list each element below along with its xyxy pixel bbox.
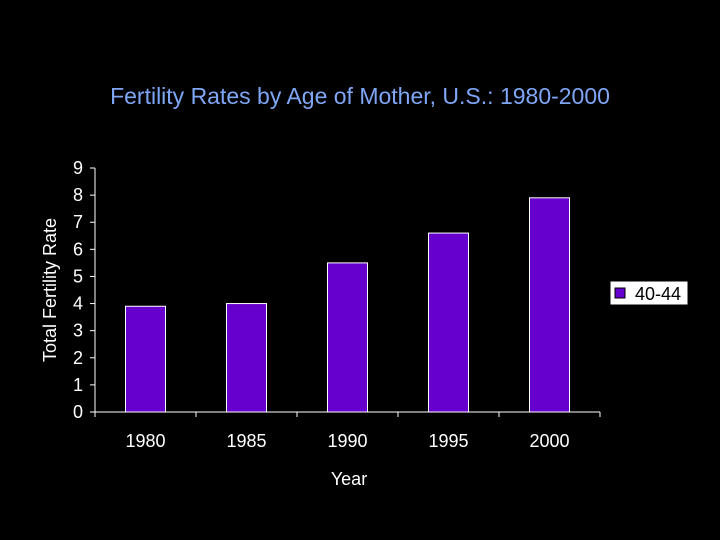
chart-title: Fertility Rates by Age of Mother, U.S.: … bbox=[110, 83, 610, 109]
y-tick-label: 6 bbox=[73, 239, 83, 259]
legend-box bbox=[609, 280, 689, 306]
y-tick-label: 2 bbox=[73, 348, 83, 368]
y-tick-label: 3 bbox=[73, 321, 83, 341]
bar-2000 bbox=[529, 197, 570, 413]
bar-1990 bbox=[327, 262, 368, 413]
y-tick-label: 5 bbox=[73, 266, 83, 286]
x-axis-title: Year bbox=[331, 469, 367, 489]
x-tick-label: 2000 bbox=[529, 431, 569, 451]
legend: 40-44 bbox=[609, 280, 689, 306]
bar-1985 bbox=[226, 303, 267, 413]
legend-swatch bbox=[614, 287, 626, 299]
y-tick-label: 9 bbox=[73, 158, 83, 178]
bar-1995 bbox=[428, 232, 469, 413]
y-tick-label: 4 bbox=[73, 294, 83, 314]
y-tick-label: 1 bbox=[73, 375, 83, 395]
y-tick-label: 8 bbox=[73, 185, 83, 205]
y-tick-label: 7 bbox=[73, 212, 83, 232]
plot-area: 0 1 2 3 4 5 6 7 8 9 1980 1985 1990 1995 2000 bbox=[73, 158, 601, 451]
x-tick-label: 1980 bbox=[125, 431, 165, 451]
legend-label: 40-44 bbox=[635, 284, 681, 304]
bar-1980 bbox=[125, 305, 166, 413]
y-axis-title: Total Fertility Rate bbox=[40, 218, 60, 362]
x-tick-label: 1985 bbox=[226, 431, 266, 451]
y-tick-label: 0 bbox=[73, 402, 83, 422]
x-tick-label: 1995 bbox=[428, 431, 468, 451]
x-tick-label: 1990 bbox=[327, 431, 367, 451]
